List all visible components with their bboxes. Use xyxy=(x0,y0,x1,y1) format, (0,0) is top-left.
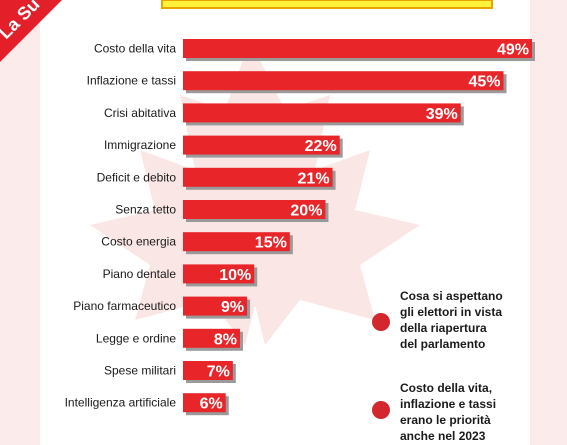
bar-series: Costo della vita 49% Inflazione e tassi 45%… xyxy=(65,39,535,416)
category-label: Deficit e debito xyxy=(97,170,177,184)
category-label: Legge e ordine xyxy=(96,331,176,345)
bar xyxy=(183,135,340,155)
value-label: 6% xyxy=(200,396,223,413)
note-line: inflazione e tassi xyxy=(400,397,496,411)
value-label: 49% xyxy=(497,42,529,59)
value-label: 9% xyxy=(221,299,244,316)
value-label: 39% xyxy=(426,106,458,123)
category-label: Inflazione e tassi xyxy=(87,74,176,88)
value-label: 45% xyxy=(468,74,500,91)
value-label: 7% xyxy=(207,364,230,381)
note-line: gli elettori in vista xyxy=(400,305,502,319)
bar xyxy=(183,71,504,91)
value-label: 10% xyxy=(219,267,251,284)
category-label: Immigrazione xyxy=(104,138,176,152)
value-label: 21% xyxy=(298,170,330,187)
bar xyxy=(183,361,233,380)
bar xyxy=(183,264,255,284)
bar xyxy=(183,232,290,252)
badge-triangle xyxy=(0,0,62,62)
bar xyxy=(183,200,326,219)
bar xyxy=(183,167,333,187)
bar xyxy=(183,296,248,316)
bar xyxy=(183,39,532,58)
value-label: 15% xyxy=(255,235,287,252)
value-label: 22% xyxy=(305,138,337,155)
bullet-dot xyxy=(372,401,390,419)
category-label: Costo energia xyxy=(101,235,176,249)
bar xyxy=(183,393,226,413)
note-1: Cosa si aspettano gli elettori in vista de… xyxy=(372,289,503,351)
value-label: 20% xyxy=(290,203,322,220)
category-label: Spese militari xyxy=(104,364,176,378)
bar xyxy=(183,328,240,348)
flag-band-right xyxy=(530,0,567,445)
note-line: della riapertura xyxy=(400,321,487,335)
category-label: Crisi abitativa xyxy=(104,106,176,120)
flag-band-left xyxy=(0,0,40,445)
note-2: Costo della vita, inflazione e tassi erano… xyxy=(372,381,496,443)
category-label: Costo della vita xyxy=(94,42,176,56)
note-line: Cosa si aspettano xyxy=(400,289,503,303)
category-label: Senza tetto xyxy=(115,203,176,217)
value-label: 8% xyxy=(214,331,237,348)
note-line: Costo della vita, xyxy=(400,381,492,395)
note-line: del parlamento xyxy=(400,337,485,351)
header-yellow-band xyxy=(161,0,493,9)
note-line: anche nel 2023 xyxy=(400,429,486,443)
maple-leaf-shape xyxy=(90,40,420,345)
bar xyxy=(183,103,461,123)
header-banner xyxy=(161,0,493,9)
note-line: erano le priorità xyxy=(400,413,491,427)
category-label: Intelligenza artificiale xyxy=(65,396,177,410)
category-label: Piano dentale xyxy=(103,267,177,281)
bullet-dot xyxy=(372,313,390,331)
notes-panel: Cosa si aspettano gli elettori in vista de… xyxy=(372,289,503,443)
category-label: Piano farmaceutico xyxy=(73,299,176,313)
